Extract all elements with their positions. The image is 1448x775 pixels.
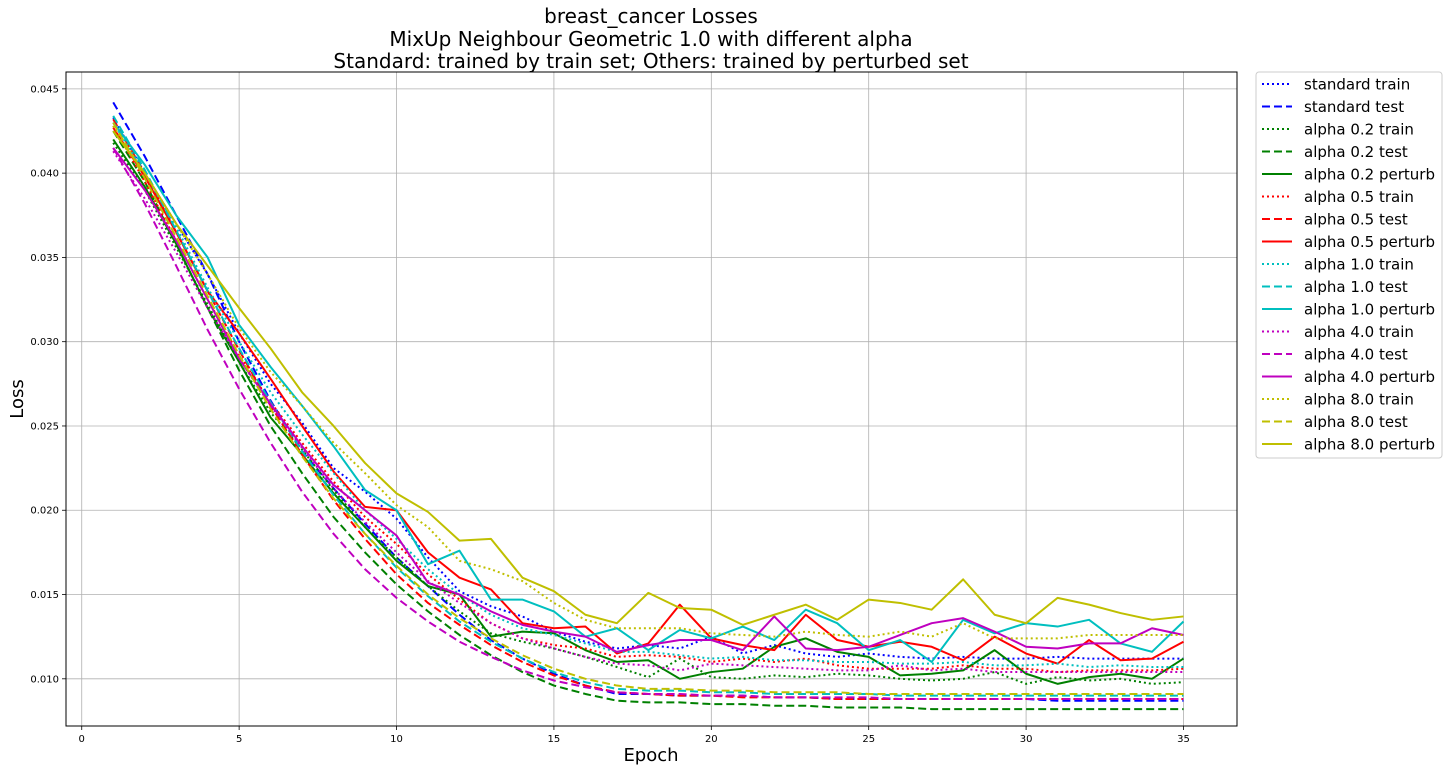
legend-frame [1255,71,1443,459]
x-tick-label: 25 [862,734,875,745]
legend-label: alpha 4.0 test [1304,346,1408,364]
legend-label: alpha 0.2 test [1304,143,1408,161]
legend-label: alpha 0.5 perturb [1304,233,1435,251]
legend-label: alpha 1.0 train [1304,256,1414,274]
chart-title-line-1: breast_cancer Losses [544,4,758,28]
series-line-alpha-0-2-test [112,130,1184,711]
x-tick-label: 0 [79,734,85,745]
y-tick-label: 0.045 [30,84,59,95]
legend-label: alpha 4.0 perturb [1304,368,1435,386]
legend-label: alpha 0.2 perturb [1304,166,1435,184]
legend-label: alpha 0.5 train [1304,188,1414,206]
legend-label: alpha 0.5 test [1304,211,1408,229]
series-line-alpha-1-0-perturb [112,121,1185,663]
x-tick-label: 5 [236,734,242,745]
series-line-alpha-1-0-train [112,122,1184,669]
y-tick-label: 0.035 [30,253,59,264]
y-tick-label: 0.020 [30,506,59,517]
legend: standard train standard test alpha 0.2 tra… [1255,71,1443,459]
legend-label: standard train [1304,76,1410,94]
series-line-alpha-4-0-perturb [112,147,1184,653]
plot-frame [65,71,1238,727]
legend-label: alpha 1.0 test [1304,278,1408,296]
series-line-alpha-8-0-perturb [112,130,1184,626]
series-lines [112,101,1185,711]
legend-label: alpha 8.0 test [1304,413,1408,431]
y-axis-label: Loss [7,379,28,418]
x-tick-label: 20 [705,734,718,745]
y-tick-label: 0.010 [30,674,59,685]
chart-title-line-2: MixUp Neighbour Geometric 1.0 with diffe… [389,27,912,51]
y-tick-label: 0.025 [30,421,59,432]
legend-label: standard test [1304,98,1404,116]
legend-label: alpha 8.0 perturb [1304,436,1435,454]
series-line-alpha-4-0-test [112,147,1184,701]
legend-label: alpha 0.2 train [1304,121,1414,139]
x-tick-label: 10 [390,734,403,745]
x-axis-ticks: 0 5 10 15 20 25 30 35 [79,726,1190,745]
y-tick-label: 0.030 [30,337,59,348]
series-line-alpha-0-5-perturb [112,127,1184,665]
x-tick-label: 30 [1020,734,1033,745]
x-axis-label: Epoch [623,745,678,766]
x-tick-label: 15 [548,734,561,745]
series-line-alpha-8-0-test [112,122,1184,695]
legend-label: alpha 4.0 train [1304,323,1414,341]
y-axis-ticks: 0.010 0.015 0.020 0.025 0.030 0.035 0.040 0.045 [30,84,66,685]
y-tick-label: 0.040 [30,169,59,180]
x-tick-label: 35 [1177,734,1190,745]
y-tick-label: 0.015 [30,590,59,601]
legend-label: alpha 1.0 perturb [1304,301,1435,319]
series-line-alpha-4-0-train [112,150,1184,674]
legend-label: alpha 8.0 train [1304,391,1414,409]
chart-title-line-3: Standard: trained by train set; Others: … [333,49,968,73]
